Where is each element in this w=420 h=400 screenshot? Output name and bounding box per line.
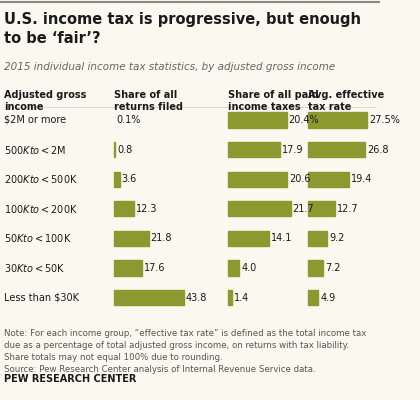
Text: 4.9: 4.9 <box>320 293 336 302</box>
Text: 19.4: 19.4 <box>352 174 373 184</box>
Bar <box>308 142 365 157</box>
Text: 1.4: 1.4 <box>234 293 249 302</box>
Bar <box>228 172 287 187</box>
Text: 0.1%: 0.1% <box>116 115 140 125</box>
Bar <box>228 290 232 305</box>
Bar <box>114 260 142 276</box>
Text: 3.6: 3.6 <box>122 174 137 184</box>
Bar <box>228 112 287 128</box>
Text: 21.8: 21.8 <box>151 234 172 243</box>
Bar <box>308 290 318 305</box>
Text: 27.5%: 27.5% <box>369 115 400 125</box>
Text: 17.6: 17.6 <box>144 263 165 273</box>
Text: $200K to <$500K: $200K to <$500K <box>4 173 78 185</box>
Text: 20.6: 20.6 <box>289 174 311 184</box>
Text: U.S. income tax is progressive, but enough
to be ‘fair’?: U.S. income tax is progressive, but enou… <box>4 12 361 46</box>
Text: $50K to <$100K: $50K to <$100K <box>4 232 71 244</box>
Text: 21.7: 21.7 <box>292 204 314 214</box>
Text: Share of all paid
income taxes: Share of all paid income taxes <box>228 90 319 112</box>
Text: Adjusted gross
income: Adjusted gross income <box>4 90 86 112</box>
Bar <box>114 290 184 305</box>
Text: Less than $30K: Less than $30K <box>4 293 79 302</box>
Text: 2015 individual income tax statistics, by adjusted gross income: 2015 individual income tax statistics, b… <box>4 62 335 72</box>
Text: 9.2: 9.2 <box>329 234 345 243</box>
Bar <box>308 112 367 128</box>
Text: 43.8: 43.8 <box>186 293 207 302</box>
Text: 20.4%: 20.4% <box>289 115 319 125</box>
Bar <box>114 142 115 157</box>
Text: 0.8: 0.8 <box>117 144 132 154</box>
Text: Note: For each income group, “effective tax rate” is defined as the total income: Note: For each income group, “effective … <box>4 329 366 374</box>
Text: $2M or more: $2M or more <box>4 115 66 125</box>
Text: 26.8: 26.8 <box>367 144 389 154</box>
Text: PEW RESEARCH CENTER: PEW RESEARCH CENTER <box>4 374 136 384</box>
Text: 4.0: 4.0 <box>241 263 257 273</box>
Text: 14.1: 14.1 <box>270 234 292 243</box>
Bar <box>228 201 291 216</box>
Text: 12.7: 12.7 <box>337 204 359 214</box>
Text: 17.9: 17.9 <box>281 144 303 154</box>
Bar <box>308 201 335 216</box>
Bar <box>114 231 149 246</box>
Text: $500K to <$2M: $500K to <$2M <box>4 144 66 156</box>
Bar <box>308 260 323 276</box>
Bar <box>228 260 239 276</box>
Bar <box>114 201 134 216</box>
Text: 12.3: 12.3 <box>136 204 157 214</box>
Bar <box>308 172 349 187</box>
Text: Share of all
returns filed: Share of all returns filed <box>114 90 183 112</box>
Bar <box>228 231 269 246</box>
Text: 7.2: 7.2 <box>325 263 341 273</box>
Bar <box>228 142 280 157</box>
Text: Avg. effective
tax rate: Avg. effective tax rate <box>308 90 384 112</box>
Text: $100K to <$200K: $100K to <$200K <box>4 203 78 215</box>
Text: $30K to <$50K: $30K to <$50K <box>4 262 66 274</box>
Bar <box>114 172 120 187</box>
Bar <box>308 231 328 246</box>
